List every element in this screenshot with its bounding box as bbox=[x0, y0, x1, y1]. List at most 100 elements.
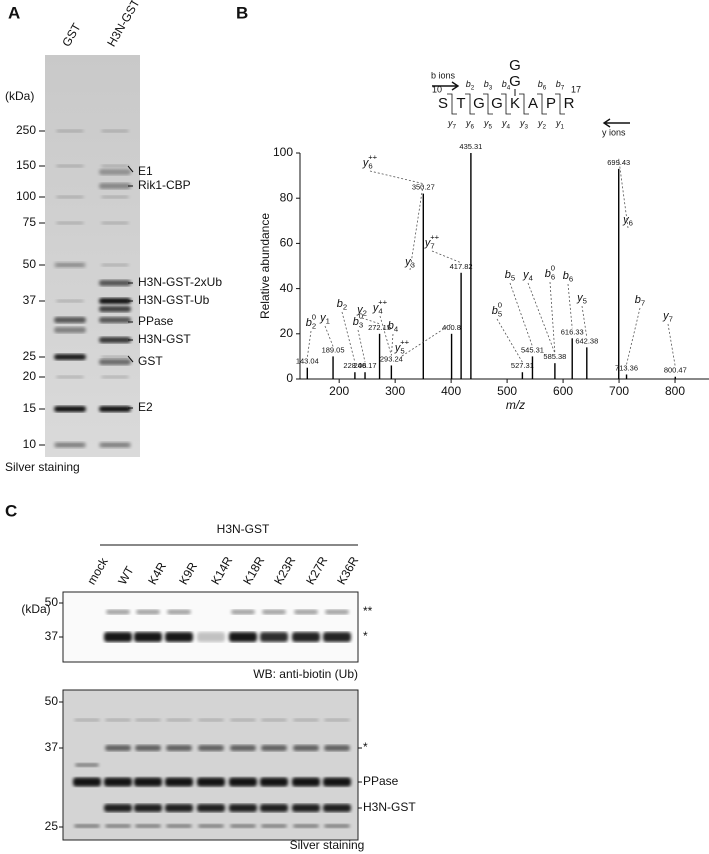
ion-letter: y bbox=[483, 118, 489, 128]
band-label: E2 bbox=[138, 400, 153, 414]
leader bbox=[496, 318, 523, 363]
ion-letter: y bbox=[537, 118, 543, 128]
band bbox=[135, 824, 161, 828]
band bbox=[229, 777, 257, 787]
x-axis-label: m/z bbox=[506, 398, 525, 412]
residue: S bbox=[438, 95, 448, 112]
ion-sup: ++ bbox=[368, 153, 377, 162]
ion-sub: 2 bbox=[471, 84, 475, 91]
unit-label: (kDa) bbox=[21, 602, 50, 616]
marker-label: 37 bbox=[23, 293, 37, 307]
marker-label: 20 bbox=[23, 369, 37, 383]
ion-sub: 7 bbox=[669, 314, 673, 323]
ion-sub: 7 bbox=[561, 84, 565, 91]
marker-label: 50 bbox=[23, 257, 37, 271]
band bbox=[229, 804, 257, 812]
ion-sub: 6 bbox=[543, 84, 547, 91]
band bbox=[101, 375, 129, 379]
band bbox=[198, 824, 224, 828]
ion-sup: ++ bbox=[378, 298, 387, 307]
band bbox=[165, 804, 193, 812]
y-axis-label: Relative abundance bbox=[258, 213, 272, 319]
peak-label: 435.31 bbox=[459, 142, 482, 151]
ion-sup: 0 bbox=[498, 301, 502, 310]
leader bbox=[379, 315, 392, 356]
y-ion-label: y ions bbox=[602, 127, 626, 137]
leader bbox=[667, 323, 676, 367]
band bbox=[197, 777, 225, 787]
band bbox=[56, 129, 84, 133]
band bbox=[54, 354, 86, 360]
arrow bbox=[432, 81, 460, 91]
ion-annotation: b50 bbox=[492, 301, 502, 319]
y-ion: y7 bbox=[447, 118, 457, 130]
leader bbox=[306, 330, 312, 358]
y-tick-label: 100 bbox=[273, 145, 293, 159]
peak-label: 642.38 bbox=[575, 336, 598, 345]
peak-label: 350.27 bbox=[412, 183, 435, 192]
gel-c bbox=[62, 689, 359, 841]
b-ion: b7 bbox=[556, 79, 565, 91]
ion-annotation: y6++ bbox=[362, 153, 378, 171]
ion-sub: 1 bbox=[560, 123, 564, 130]
band bbox=[166, 718, 192, 722]
band bbox=[134, 804, 162, 812]
residue: G bbox=[509, 57, 521, 74]
band bbox=[101, 164, 129, 168]
ion-letter: y bbox=[465, 118, 471, 128]
ion-letter: b bbox=[556, 79, 561, 89]
ion-sub: 7 bbox=[430, 241, 434, 250]
y-ion: y1 bbox=[555, 118, 565, 130]
peak-label: 400.8 bbox=[442, 323, 461, 332]
ion-sup: 0 bbox=[312, 313, 316, 322]
band bbox=[294, 609, 318, 615]
band bbox=[229, 632, 257, 642]
leader bbox=[549, 281, 556, 354]
ion-sub: 7 bbox=[641, 298, 645, 307]
ion-letter: b bbox=[492, 305, 498, 317]
ion-annotation: y4 bbox=[522, 269, 534, 282]
band-label: H3N-GST-Ub bbox=[138, 293, 210, 307]
band-label: * bbox=[363, 629, 368, 643]
leader bbox=[369, 170, 424, 185]
band-label: * bbox=[363, 740, 368, 754]
ion-annotation: y7++ bbox=[424, 233, 440, 251]
ion-letter: b bbox=[635, 294, 641, 306]
lane-label: K23R bbox=[271, 554, 298, 587]
ion-letter: y bbox=[404, 256, 412, 268]
residue: K bbox=[510, 95, 520, 112]
band bbox=[166, 745, 192, 751]
band bbox=[293, 824, 319, 828]
band bbox=[75, 763, 99, 767]
panel-label: A bbox=[8, 3, 20, 22]
marker-label: 37 bbox=[45, 740, 59, 754]
x-tick-label: 400 bbox=[441, 384, 461, 398]
ion-sub: 4 bbox=[506, 123, 510, 130]
band bbox=[230, 745, 256, 751]
band bbox=[99, 280, 131, 286]
leader bbox=[567, 283, 573, 329]
ion-sub: 3 bbox=[489, 84, 493, 91]
band bbox=[73, 777, 101, 787]
band bbox=[99, 406, 131, 412]
marker-label: 100 bbox=[16, 189, 36, 203]
ion-sub: 2 bbox=[542, 123, 546, 130]
band bbox=[231, 609, 255, 615]
ion-sub: 3 bbox=[359, 320, 363, 329]
ion-annotation: b7 bbox=[635, 294, 645, 307]
band bbox=[99, 317, 131, 323]
band bbox=[323, 804, 351, 812]
band-label: H3N-GST bbox=[363, 800, 416, 814]
band bbox=[74, 718, 100, 722]
ion-annotation: b20 bbox=[306, 313, 316, 331]
leader bbox=[390, 333, 394, 356]
band bbox=[230, 718, 256, 722]
marker-label: 10 bbox=[23, 437, 37, 451]
band bbox=[293, 718, 319, 722]
band bbox=[101, 263, 129, 267]
ion-letter: y bbox=[362, 157, 370, 169]
band bbox=[325, 609, 349, 615]
band bbox=[324, 718, 350, 722]
band bbox=[261, 745, 287, 751]
y-tick-label: 40 bbox=[280, 281, 294, 295]
